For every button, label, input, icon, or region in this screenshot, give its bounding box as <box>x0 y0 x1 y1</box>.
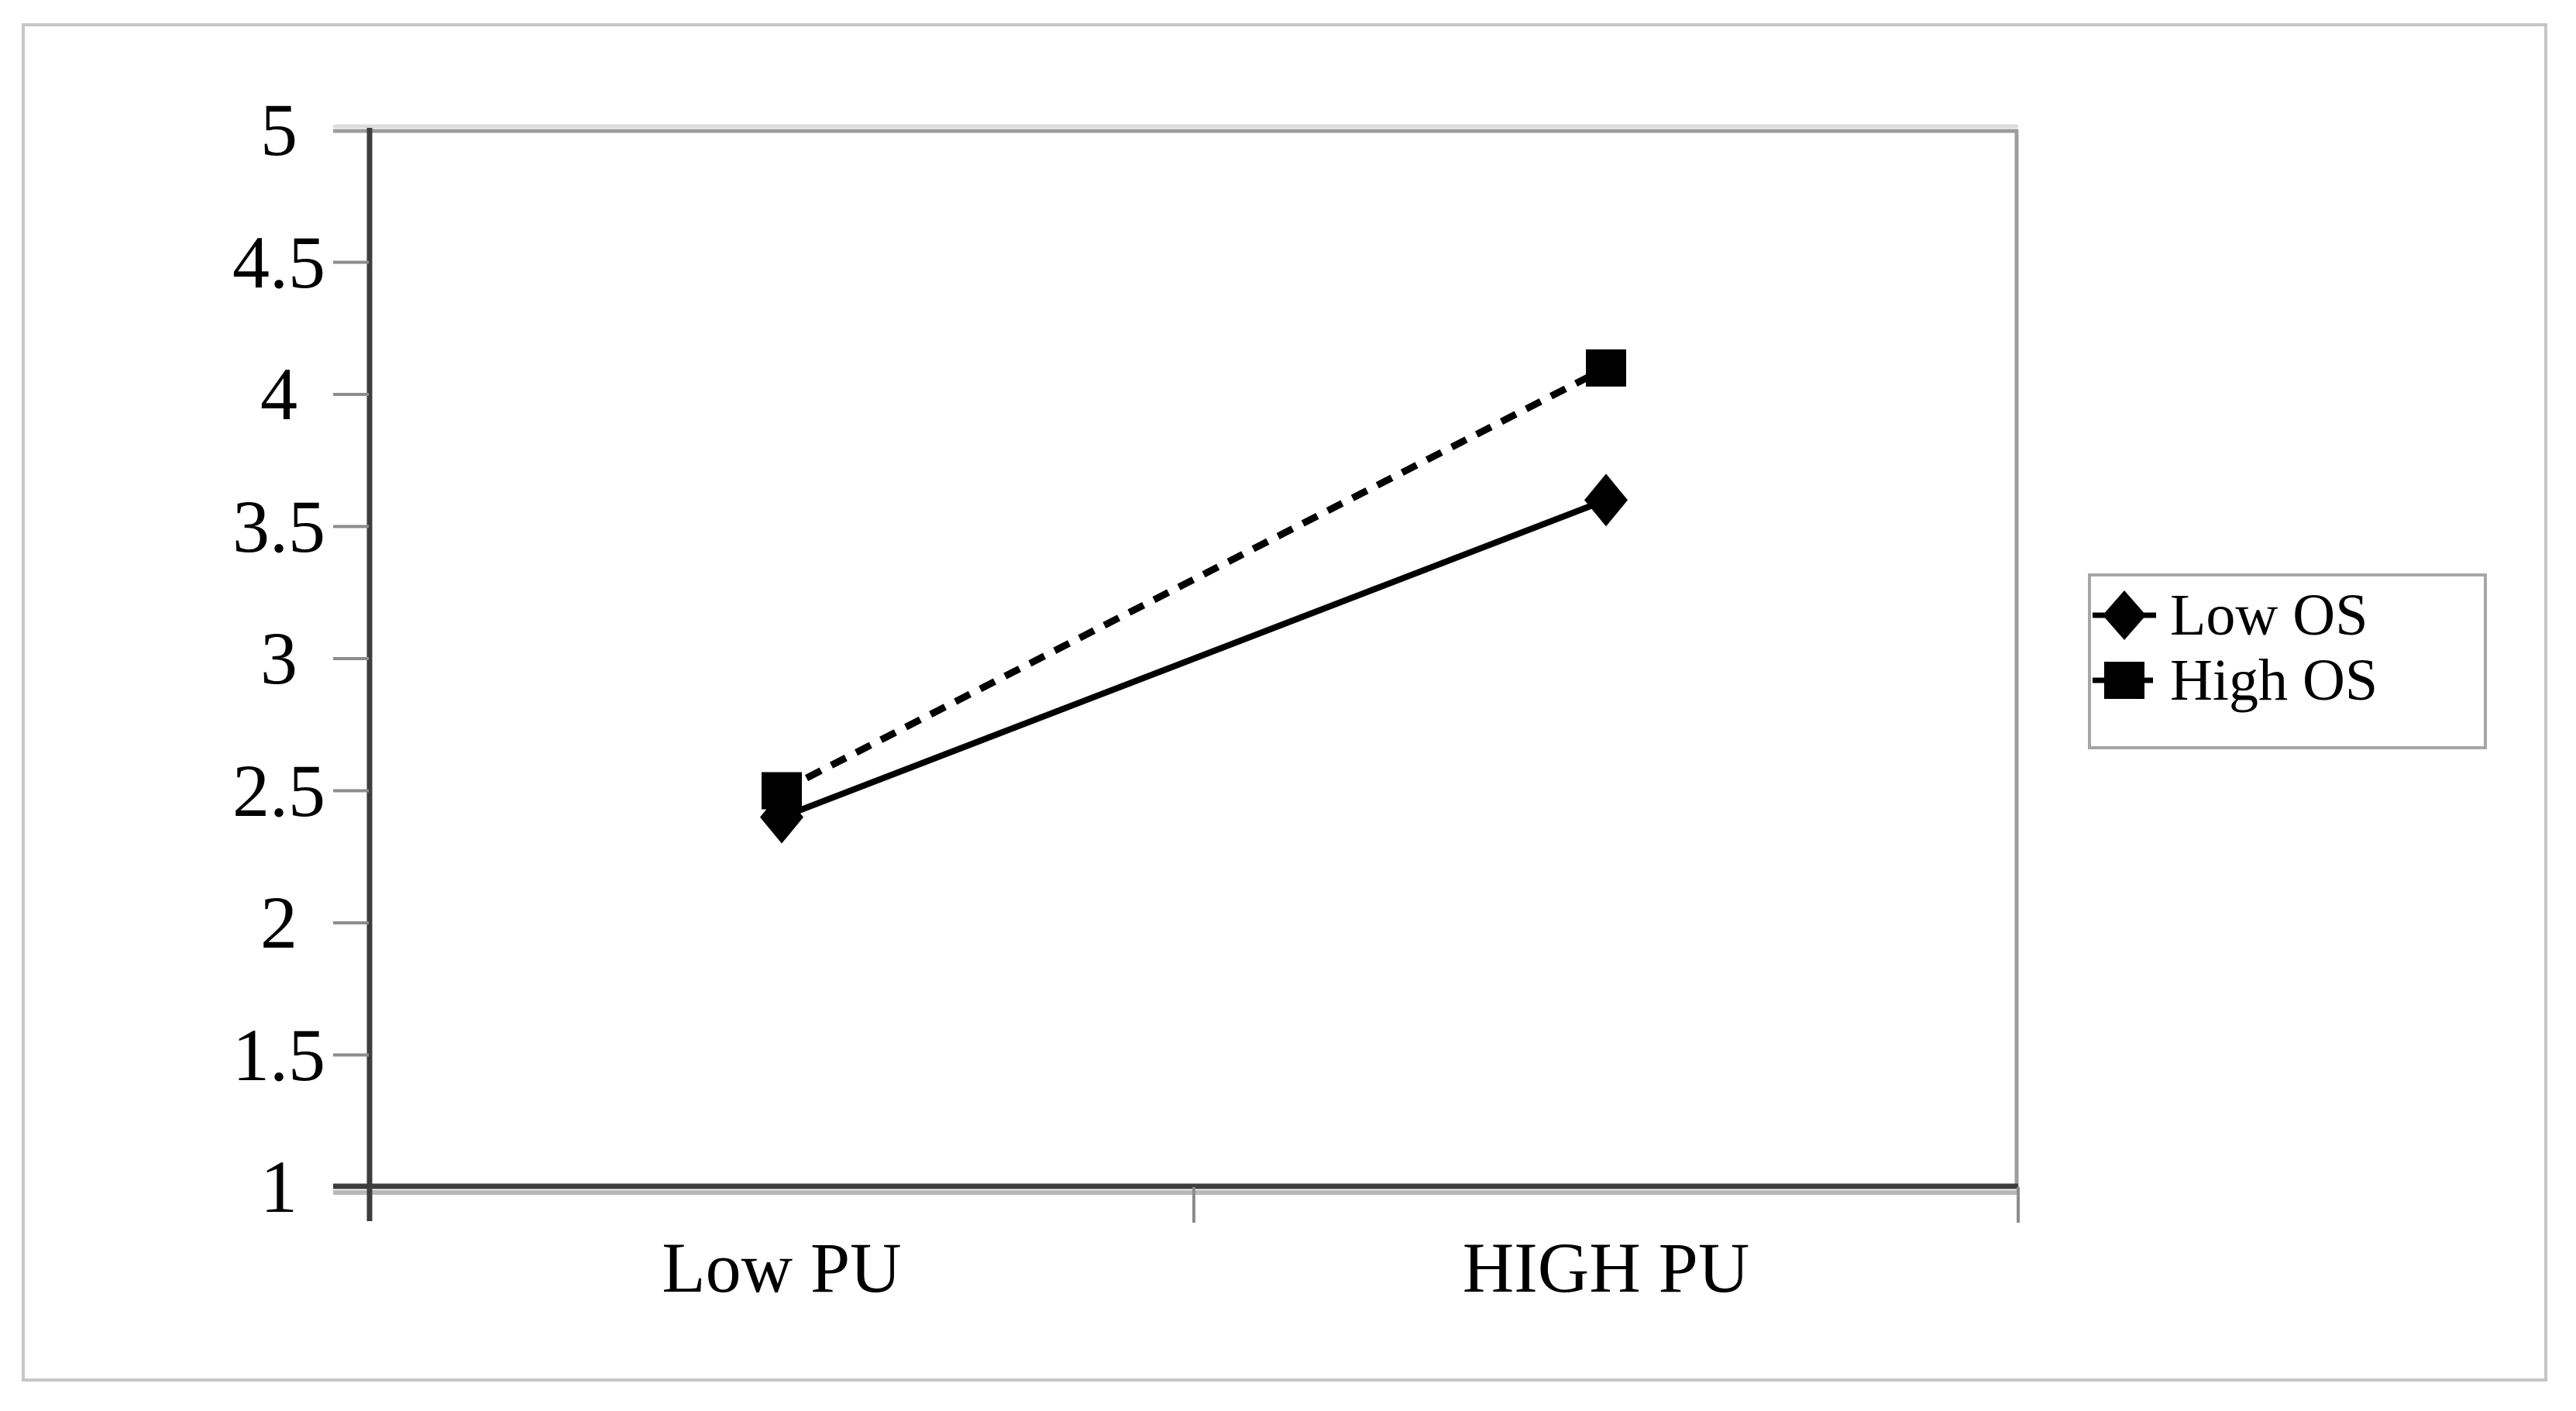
legend-marker-diamond-icon <box>2093 590 2156 640</box>
legend: Low OS High OS <box>2088 573 2487 749</box>
marker-diamond <box>1584 473 1628 527</box>
marker-square <box>762 772 802 810</box>
legend-item-low-os: Low OS <box>2091 583 2484 648</box>
legend-marker-square-icon <box>2093 662 2156 699</box>
y-tick-label: 5 <box>260 88 297 171</box>
series-line-high-os <box>779 364 1608 794</box>
y-tick-label: 2 <box>260 881 297 964</box>
marker-square <box>1586 349 1626 387</box>
y-tick-label: 4 <box>260 353 297 435</box>
y-tick-label: 4.5 <box>232 220 325 304</box>
y-tick-label: 1.5 <box>232 1013 325 1096</box>
y-tick-label: 3 <box>260 617 297 700</box>
y-tick-label: 2.5 <box>232 749 325 832</box>
x-category-label-low-pu: Low PU <box>662 1228 902 1307</box>
x-category-label-high-pu: HIGH PU <box>1462 1228 1750 1307</box>
legend-item-label: Low OS <box>2170 583 2368 648</box>
legend-item-label: High OS <box>2170 648 2378 713</box>
y-tick-label: 3.5 <box>232 484 325 568</box>
series-line-low-os <box>780 497 1608 821</box>
figure-outer-border <box>22 23 2547 1382</box>
legend-item-high-os: High OS <box>2091 648 2484 713</box>
y-tick-label: 1 <box>260 1145 297 1228</box>
